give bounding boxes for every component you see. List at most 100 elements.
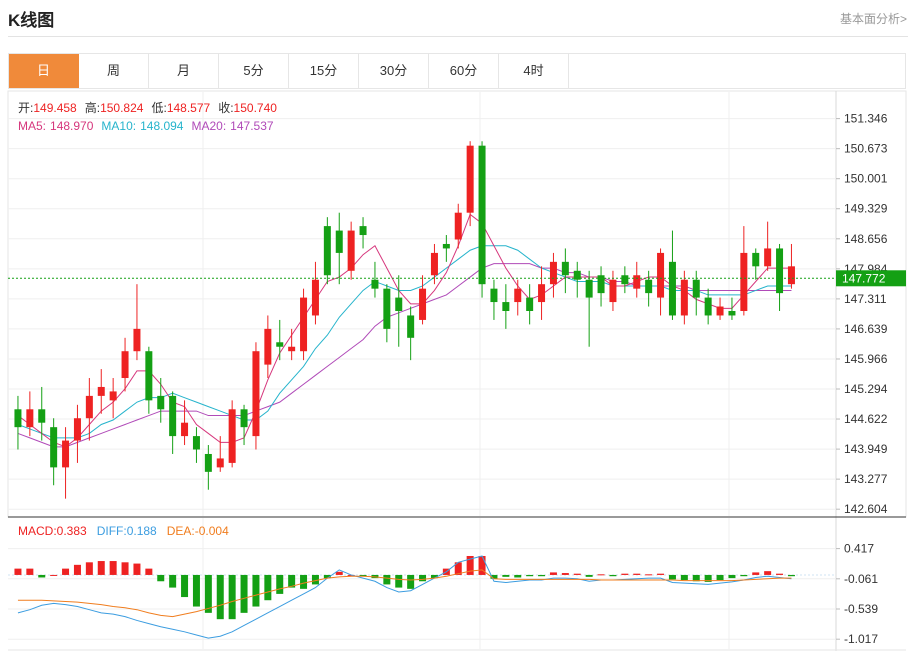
candle[interactable] <box>109 378 117 419</box>
macd-bar <box>430 574 438 579</box>
candle[interactable] <box>311 261 319 325</box>
candle-body <box>621 275 629 285</box>
dea-value: -0.004 <box>195 524 229 538</box>
candle[interactable] <box>585 270 593 347</box>
candle[interactable] <box>97 369 105 414</box>
candle[interactable] <box>538 266 546 320</box>
candle[interactable] <box>216 436 224 472</box>
candle[interactable] <box>133 284 141 361</box>
candle-body <box>311 279 319 316</box>
candle[interactable] <box>145 346 153 414</box>
candle[interactable] <box>407 306 415 361</box>
candle[interactable] <box>73 404 81 463</box>
candle[interactable] <box>323 217 331 285</box>
macd-bar <box>787 574 795 577</box>
macd-bar <box>73 564 81 575</box>
candle[interactable] <box>752 248 760 280</box>
candle-body <box>419 288 427 320</box>
candle[interactable] <box>680 270 688 325</box>
candle[interactable] <box>26 391 34 437</box>
tab-5min[interactable]: 5分 <box>219 54 289 88</box>
candle[interactable] <box>121 337 129 392</box>
candle[interactable] <box>490 279 498 320</box>
price-tick-label: 151.346 <box>844 112 888 126</box>
tab-30min[interactable]: 30分 <box>359 54 429 88</box>
candle[interactable] <box>38 386 46 441</box>
candle[interactable] <box>395 275 403 347</box>
candle-body <box>597 275 605 294</box>
candle[interactable] <box>50 418 58 486</box>
candle[interactable] <box>359 217 367 249</box>
price-tick-label: 149.329 <box>844 202 888 216</box>
candle[interactable] <box>454 203 462 249</box>
candle[interactable] <box>645 270 653 307</box>
candle-body <box>787 266 795 285</box>
macd-bar <box>133 563 141 575</box>
candle[interactable] <box>62 427 70 499</box>
candle-body <box>252 351 260 437</box>
macd-bar <box>704 574 712 582</box>
macd-bar <box>300 574 308 589</box>
fundamental-analysis-link[interactable]: 基本面分析> <box>839 12 907 26</box>
candle[interactable] <box>228 400 236 468</box>
candle[interactable] <box>704 288 712 325</box>
macd-bar <box>752 572 760 575</box>
candle[interactable] <box>335 212 343 285</box>
candle-body <box>716 306 724 316</box>
candle[interactable] <box>240 404 248 446</box>
candle[interactable] <box>383 284 391 343</box>
candle[interactable] <box>609 270 617 311</box>
macd-bar <box>288 574 296 588</box>
candle[interactable] <box>371 261 379 298</box>
candle[interactable] <box>419 275 427 325</box>
candle[interactable] <box>192 427 200 463</box>
macd-bar <box>776 573 784 575</box>
candle[interactable] <box>776 243 784 311</box>
candle[interactable] <box>573 261 581 298</box>
candle[interactable] <box>502 284 510 329</box>
tab-4hour[interactable]: 4时 <box>499 54 569 88</box>
high-value: 150.824 <box>100 101 144 115</box>
candle[interactable] <box>549 252 557 298</box>
tab-60min[interactable]: 60分 <box>429 54 499 88</box>
candle[interactable] <box>347 221 355 280</box>
candle[interactable] <box>597 266 605 307</box>
candle[interactable] <box>740 226 748 316</box>
tab-week[interactable]: 周 <box>79 54 149 88</box>
candle[interactable] <box>442 235 450 262</box>
candle[interactable] <box>514 279 522 316</box>
candle[interactable] <box>633 261 641 298</box>
candle[interactable] <box>668 230 676 320</box>
candle-body <box>668 261 676 316</box>
candle[interactable] <box>276 319 284 361</box>
candle[interactable] <box>157 378 165 423</box>
candle[interactable] <box>466 141 474 227</box>
candle[interactable] <box>764 221 772 271</box>
candle[interactable] <box>561 248 569 294</box>
macd-bar <box>85 562 93 575</box>
candle[interactable] <box>181 400 189 446</box>
candle[interactable] <box>204 445 212 490</box>
candle[interactable] <box>85 378 93 441</box>
candle[interactable] <box>692 270 700 316</box>
candle[interactable] <box>264 315 272 379</box>
candle[interactable] <box>169 391 177 454</box>
candle[interactable] <box>252 342 260 450</box>
tab-15min[interactable]: 15分 <box>289 54 359 88</box>
candle[interactable] <box>657 248 665 316</box>
candle[interactable] <box>621 266 629 294</box>
candle[interactable] <box>478 141 486 298</box>
price-tick-label: 150.673 <box>844 142 888 156</box>
macd-bar <box>478 555 486 575</box>
candle[interactable] <box>300 288 308 361</box>
candle[interactable] <box>728 297 736 320</box>
tab-month[interactable]: 月 <box>149 54 219 88</box>
candle[interactable] <box>430 243 438 285</box>
tab-day[interactable]: 日 <box>9 54 79 88</box>
candle[interactable] <box>526 284 534 325</box>
candle[interactable] <box>288 328 296 361</box>
candle[interactable] <box>14 395 22 450</box>
candle[interactable] <box>787 243 795 289</box>
candle[interactable] <box>716 297 724 320</box>
